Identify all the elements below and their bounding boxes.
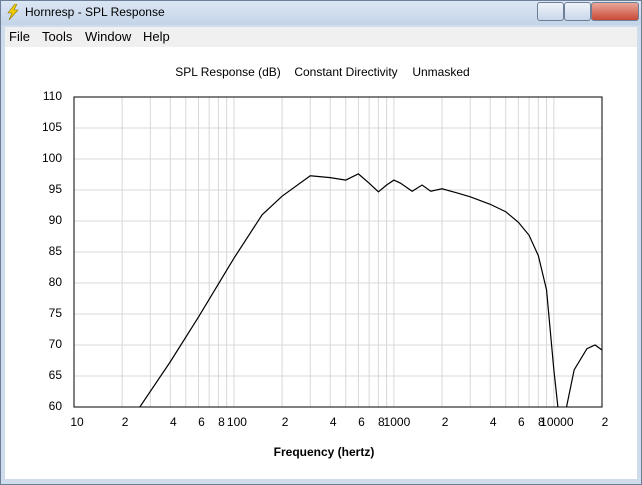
y-tick-label: 60 bbox=[49, 399, 63, 413]
window-title: Hornresp - SPL Response bbox=[25, 5, 165, 19]
maximize-button[interactable] bbox=[564, 2, 591, 21]
title-bar: Hornresp - SPL Response bbox=[1, 1, 641, 25]
x-tick-label: 4 bbox=[490, 415, 497, 429]
x-tick-label: 4 bbox=[170, 415, 177, 429]
y-tick-label: 65 bbox=[49, 368, 63, 382]
x-tick-label: 8 bbox=[538, 415, 545, 429]
y-tick-label: 75 bbox=[49, 306, 63, 320]
app-icon bbox=[7, 4, 19, 20]
menu-item[interactable]: Help bbox=[143, 29, 170, 44]
chart-title: SPL Response (dB) bbox=[175, 65, 281, 79]
chart: SPL Response (dB) Constant Directivity Unm… bbox=[42, 65, 609, 459]
y-tick-label: 110 bbox=[43, 89, 62, 103]
x-tick-label: 10000 bbox=[540, 415, 574, 429]
x-tick-label: 2 bbox=[122, 415, 129, 429]
client-area: SPL Response (dB) Constant Directivity Unm… bbox=[5, 47, 637, 479]
menu-item[interactable]: File bbox=[9, 29, 30, 44]
x-tick-label: 6 bbox=[518, 415, 525, 429]
y-tick-label: 100 bbox=[42, 151, 62, 165]
x-tick-label: 8 bbox=[378, 415, 385, 429]
minimize-button[interactable] bbox=[537, 2, 564, 21]
x-tick-label: 8 bbox=[218, 415, 225, 429]
x-tick-label: 2 bbox=[282, 415, 289, 429]
x-tick-label: 1000 bbox=[384, 415, 411, 429]
plot-frame bbox=[73, 96, 603, 408]
menu-bar: File Tools Window Help bbox=[5, 27, 637, 47]
y-tick-label: 80 bbox=[49, 275, 63, 289]
x-tick-label: 6 bbox=[198, 415, 205, 429]
y-tick-label: 70 bbox=[49, 337, 63, 351]
x-tick-label: 4 bbox=[330, 415, 337, 429]
menu-item[interactable]: Tools bbox=[42, 29, 73, 44]
chart-title: Unmasked bbox=[412, 65, 469, 79]
y-tick-label: 85 bbox=[49, 244, 63, 258]
close-button[interactable] bbox=[591, 2, 639, 21]
y-tick-label: 105 bbox=[42, 120, 62, 134]
x-tick-label: 100 bbox=[227, 415, 247, 429]
x-tick-label: 6 bbox=[358, 415, 365, 429]
x-tick-label: 2 bbox=[442, 415, 449, 429]
x-axis-label: Frequency (hertz) bbox=[274, 445, 375, 459]
menu-item[interactable]: Window bbox=[85, 29, 132, 44]
response-line bbox=[139, 173, 602, 407]
y-tick-label: 95 bbox=[49, 182, 63, 196]
x-tick-label: 2 bbox=[602, 415, 609, 429]
chart-title: Constant Directivity bbox=[294, 65, 397, 79]
y-tick-label: 90 bbox=[49, 213, 63, 227]
x-tick-label: 10 bbox=[70, 415, 84, 429]
